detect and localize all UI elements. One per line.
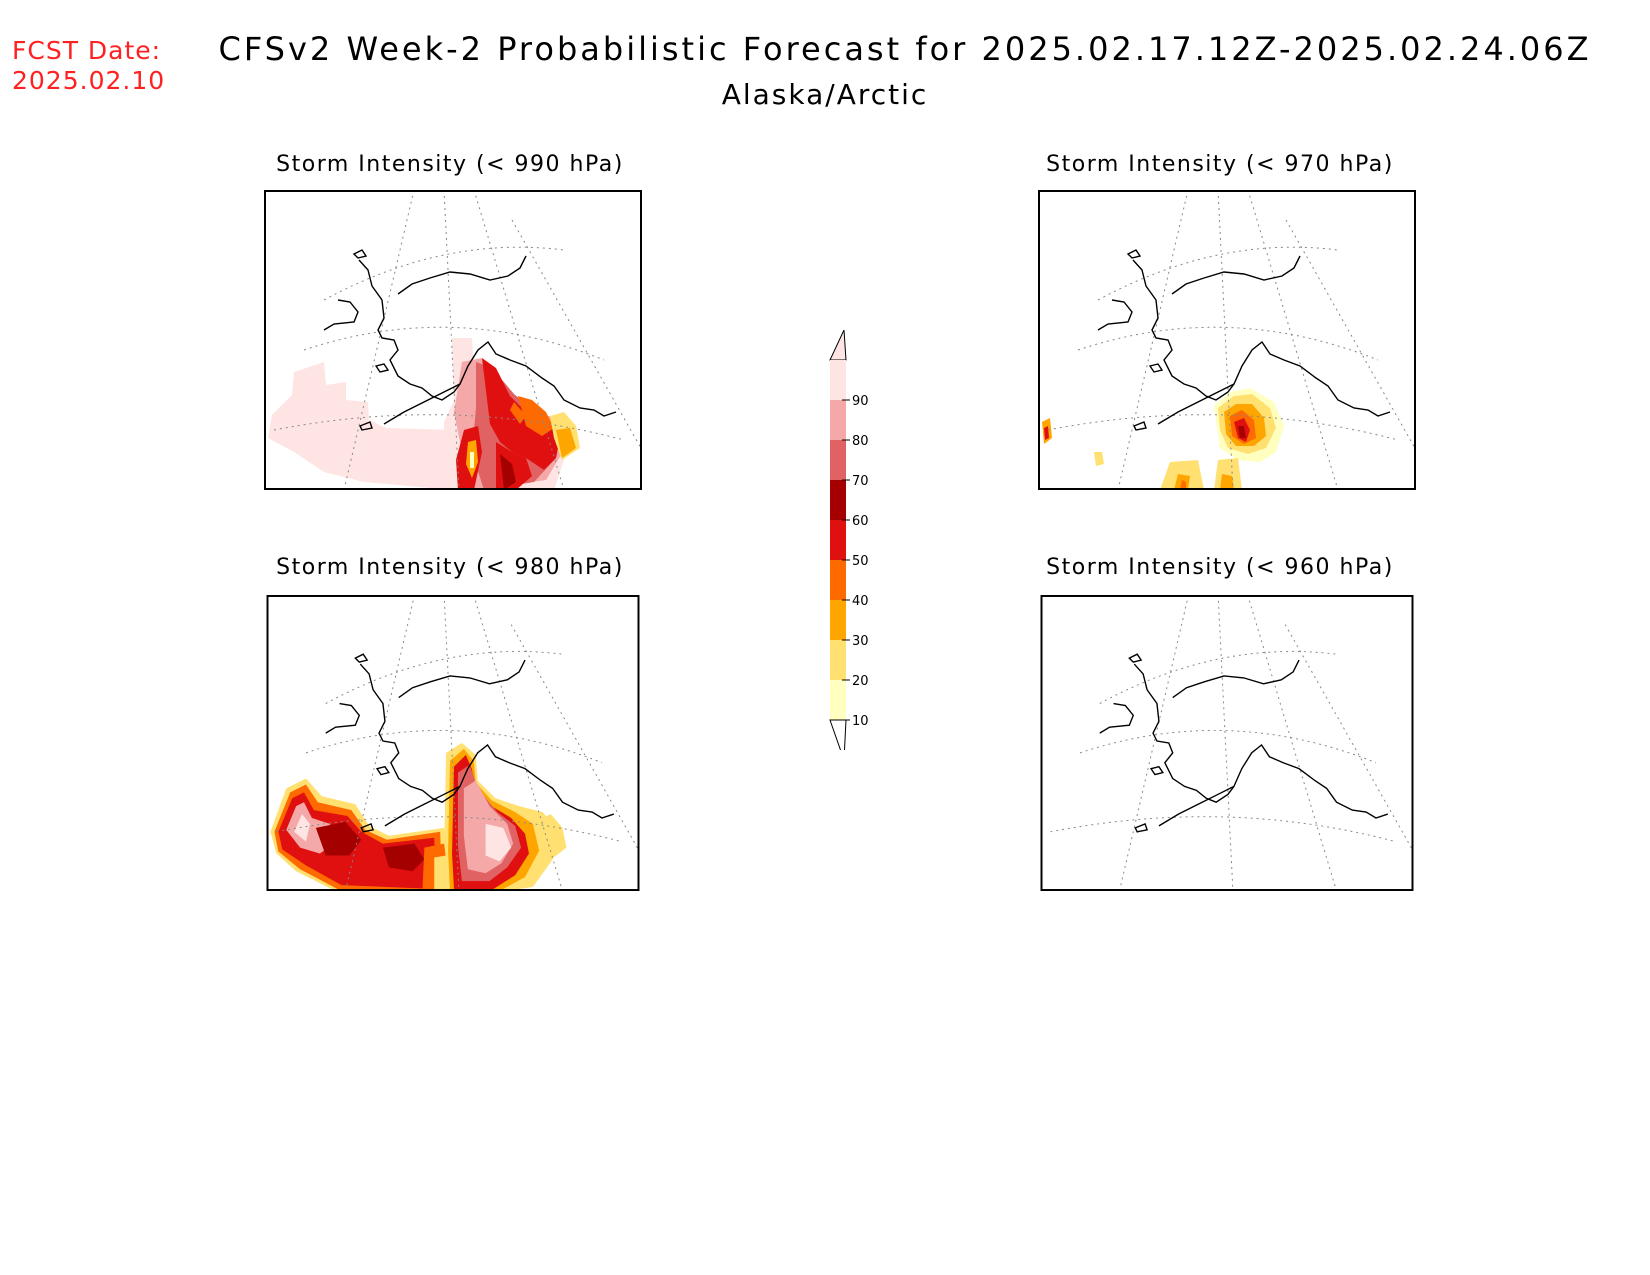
colorbar-tick-label: 70 xyxy=(852,474,869,489)
colorbar-tick-label: 80 xyxy=(852,434,869,449)
graticule xyxy=(276,595,640,891)
colorbar-tick-label: 90 xyxy=(852,394,869,409)
probability-shading xyxy=(1042,388,1284,490)
colorbar-tick-label: 30 xyxy=(852,634,869,649)
colorbar-bottom-arrow xyxy=(829,719,847,750)
coastline xyxy=(1097,249,1391,431)
coastline xyxy=(1099,653,1389,833)
graticule xyxy=(1047,190,1416,490)
map-frame xyxy=(1040,595,1414,891)
graticule xyxy=(1050,595,1414,891)
colorbar-ticks: 90 80 70 60 50 40 30 20 10 xyxy=(842,394,869,729)
forecast-date-label: FCST Date: xyxy=(12,36,162,65)
panel-title-960: Storm Intensity (< 960 hPa) xyxy=(1046,555,1394,580)
colorbar-top-arrow xyxy=(829,330,847,361)
map-frame xyxy=(266,595,640,891)
map-panel-960 xyxy=(1040,595,1414,891)
colorbar-swatch xyxy=(830,440,846,480)
colorbar-swatch xyxy=(830,640,846,680)
coastline xyxy=(325,653,615,833)
page-subtitle: Alaska/Arctic xyxy=(721,78,929,111)
colorbar-swatch xyxy=(830,480,846,520)
colorbar-tick-label: 60 xyxy=(852,514,869,529)
map-frame xyxy=(1038,190,1416,490)
forecast-date-value: 2025.02.10 xyxy=(12,66,166,95)
colorbar-swatch xyxy=(830,560,846,600)
colorbar-tick-label: 10 xyxy=(852,714,869,729)
panel-title-970: Storm Intensity (< 970 hPa) xyxy=(1046,152,1394,177)
map-frame xyxy=(264,190,642,490)
colorbar-tick-label: 40 xyxy=(852,594,869,609)
map-panel-980 xyxy=(266,595,640,891)
colorbar-swatch xyxy=(830,400,846,440)
colorbar-swatches xyxy=(829,330,847,750)
panel-title-990: Storm Intensity (< 990 hPa) xyxy=(276,152,624,177)
colorbar-swatch xyxy=(830,600,846,640)
colorbar-swatch xyxy=(830,360,846,400)
colorbar-tick-label: 20 xyxy=(852,674,869,689)
probability-shading xyxy=(268,338,580,490)
graticule xyxy=(273,190,642,490)
colorbar: 90 80 70 60 50 40 30 20 10 xyxy=(829,330,869,750)
panel-title-980: Storm Intensity (< 980 hPa) xyxy=(276,555,624,580)
colorbar-swatch xyxy=(830,680,846,720)
coastline xyxy=(323,249,617,431)
colorbar-swatch xyxy=(830,520,846,560)
forecast-date-block: FCST Date: 2025.02.10 xyxy=(12,36,165,96)
page-title: CFSv2 Week-2 Probabilistic Forecast for … xyxy=(218,30,1592,68)
colorbar-tick-label: 50 xyxy=(852,554,869,569)
map-panel-990 xyxy=(264,190,642,490)
map-panel-970 xyxy=(1038,190,1416,490)
